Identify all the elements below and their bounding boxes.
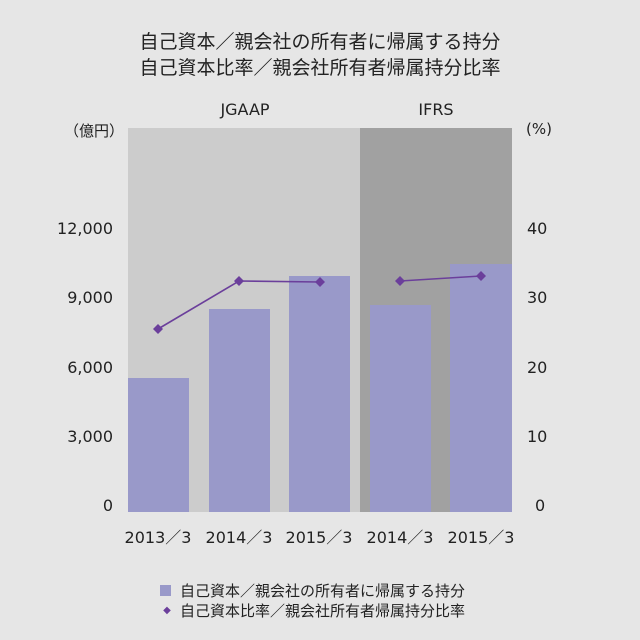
- plot-area: [128, 128, 512, 512]
- left-tick: 0: [102, 496, 113, 515]
- diamond-marker-icon: ◆: [163, 605, 171, 616]
- left-tick: 6,000: [67, 358, 113, 377]
- left-tick: 9,000: [67, 288, 113, 307]
- legend-item-bar: 自己資本／親会社の所有者に帰属する持分: [160, 580, 465, 601]
- right-axis-unit: (%): [526, 120, 552, 138]
- legend-item-line: ◆ 自己資本比率／親会社所有者帰属持分比率: [160, 600, 465, 621]
- bar-swatch-icon: [160, 585, 171, 596]
- bar-2015-jgaap: [289, 276, 350, 512]
- bar-2013-jgaap: [128, 378, 189, 512]
- x-label: 2014／3: [366, 528, 434, 547]
- right-tick: 0: [535, 496, 546, 515]
- x-label: 2014／3: [205, 528, 273, 547]
- bar-2014-ifrs: [370, 305, 431, 512]
- left-axis-unit: （億円）: [64, 122, 125, 140]
- right-tick: 10: [527, 427, 548, 446]
- segment-label-jgaap: JGAAP: [220, 100, 270, 119]
- right-tick: 30: [527, 288, 548, 307]
- left-tick: 3,000: [67, 427, 113, 446]
- chart-title-line-1: 自己資本／親会社の所有者に帰属する持分: [139, 31, 501, 53]
- right-tick: 20: [527, 358, 548, 377]
- x-label: 2015／3: [285, 528, 353, 547]
- bar-2015-ifrs: [450, 264, 512, 512]
- segment-label-ifrs: IFRS: [418, 100, 454, 119]
- left-tick: 12,000: [57, 219, 113, 238]
- ratio-line: [153, 271, 486, 334]
- right-tick: 40: [527, 219, 548, 238]
- legend-bar-label: 自己資本／親会社の所有者に帰属する持分: [180, 582, 466, 600]
- legend-line-label: 自己資本比率／親会社所有者帰属持分比率: [180, 602, 466, 620]
- bar-2014-jgaap: [209, 309, 270, 512]
- chart-title-line-2: 自己資本比率／親会社所有者帰属持分比率: [139, 57, 501, 79]
- x-label: 2013／3: [124, 528, 192, 547]
- x-label: 2015／3: [447, 528, 515, 547]
